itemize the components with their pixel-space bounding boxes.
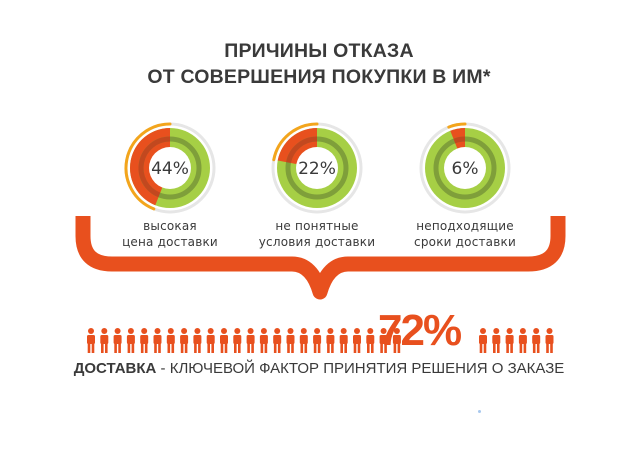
donut-label-3: 6% [452,159,479,179]
donut-hole-3 [444,147,486,189]
caption-2-line-1: не понятные [275,219,359,233]
person-icon-21 [353,328,361,353]
person-icon-27 [505,328,514,353]
person-icon-12 [233,328,242,353]
caption-1-line-2: цена доставки [122,235,218,249]
person-icon-4 [126,328,135,353]
person-icon-19 [326,328,335,353]
caption-3-line-1: неподходящие [416,219,514,233]
caption-1: высокая цена доставки [95,218,245,250]
person-icon-15 [273,328,282,353]
person-icon-5 [140,328,149,353]
donut-svg-3: 6% [419,122,511,214]
person-icon-13 [246,328,255,353]
person-icon-28 [518,328,527,353]
person-icon-22 [366,328,375,353]
ring-arc-2 [272,122,319,162]
decorative-dot [478,410,481,413]
summary-percent: 72% [378,306,462,355]
person-icon-1 [87,328,95,353]
person-icon-7 [166,328,175,353]
person-icon-8 [180,328,189,353]
person-icon-3 [113,328,122,353]
person-icon-18 [313,328,322,353]
person-icon-20 [339,328,348,353]
caption-3: неподходящие сроки доставки [390,218,540,250]
inner-ring-value-2 [286,136,318,164]
donut-svg-1: 44% [124,122,216,214]
footer-rest: - КЛЮЧЕВОЙ ФАКТОР ПРИНЯТИЯ РЕШЕНИЯ О ЗАК… [156,360,565,377]
curly-brace-shape [75,216,566,300]
donut-hole-2 [296,147,338,189]
person-icon-17 [299,328,308,353]
inner-ring-value-1 [138,136,171,198]
ring-arc-1 [124,122,172,211]
ring-arc-3 [447,122,467,129]
donut-hole-1 [149,147,191,189]
caption-2: не понятные условия доставки [242,218,392,250]
person-icon-30 [545,328,554,353]
donut-label-1: 44% [151,159,189,179]
person-icon-6 [153,328,162,353]
page-title-line-2: ОТ СОВЕРШЕНИЯ ПОКУПКИ В ИМ* [147,66,491,88]
person-icon-29 [532,328,541,353]
donut-chart-1: 44% [105,120,235,214]
caption-3-line-2: сроки доставки [414,235,516,249]
person-icon-26 [492,328,501,353]
donut-chart-2: 22% [252,120,382,214]
person-icon-10 [206,328,215,353]
person-icon-14 [259,328,268,353]
footer-bold: ДОСТАВКА [73,360,157,377]
caption-1-line-1: высокая [143,219,197,233]
person-icon-16 [286,328,295,353]
page-title-line-1: ПРИЧИНЫ ОТКАЗА [224,40,414,62]
donut-label-2: 22% [298,159,336,179]
person-icon-9 [193,328,202,353]
caption-2-line-2: условия доставки [258,235,376,249]
person-icon-23 [379,328,388,353]
inner-ring-value-3 [453,136,466,144]
donut-chart-3: 6% [400,120,530,214]
person-icon-25 [479,328,487,353]
person-icon-11 [220,328,228,353]
donut-svg-2: 22% [271,122,363,214]
person-icon-24 [392,328,401,353]
person-icon-2 [100,328,109,353]
footer-statement: ДОСТАВКА - КЛЮЧЕВОЙ ФАКТОР ПРИНЯТИЯ РЕШЕ… [0,360,638,377]
